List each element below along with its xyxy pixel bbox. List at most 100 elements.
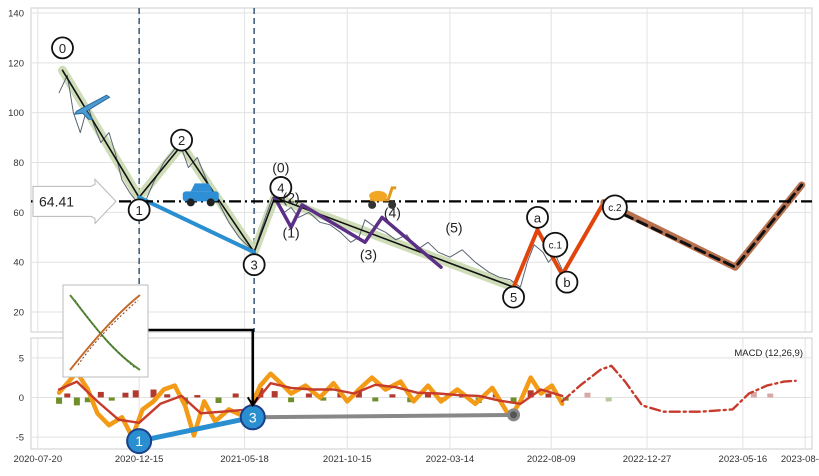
- scooter-seat: [369, 190, 388, 201]
- car-wheel: [186, 198, 195, 207]
- price-y-tick-label: 100: [8, 108, 24, 119]
- wave-label: 5: [510, 290, 517, 305]
- x-tick-label: 2020-12-15: [115, 454, 164, 465]
- histogram-bar: [194, 395, 201, 398]
- histogram-bar: [232, 393, 239, 398]
- indicator-point-circle: [126, 428, 153, 455]
- wave-label: (4): [384, 204, 401, 220]
- histogram-bar: [122, 392, 129, 398]
- wave-label: a: [534, 210, 542, 225]
- wave-label-circle: [601, 194, 628, 221]
- x-tick-label: 2022-08-09: [527, 454, 576, 465]
- wave-label: (0): [272, 160, 289, 176]
- price-y-tick-label: 80: [13, 158, 24, 169]
- price-panel-frame: [30, 7, 813, 333]
- price-level-label: 64.41: [39, 193, 74, 209]
- price-level-arrow-tag: [32, 178, 117, 225]
- histogram-bar: [257, 387, 264, 398]
- histogram-bar: [605, 397, 612, 402]
- wave-label-circle: [170, 128, 193, 152]
- wave-label: c.1: [549, 240, 563, 251]
- indicator-series-projection: [561, 364, 797, 413]
- histogram-bar: [750, 391, 757, 398]
- histogram-bar: [372, 397, 379, 402]
- wave-label: (1): [283, 224, 300, 240]
- scooter-wheel: [368, 200, 377, 209]
- price-y-tick-label: 140: [8, 8, 24, 19]
- car-wheel: [206, 198, 215, 207]
- indicator-series-signal: [57, 380, 564, 424]
- wave-label-circle: [555, 270, 579, 294]
- wave-label: b: [563, 275, 570, 290]
- x-tick-label: 2023-08-15: [781, 454, 819, 465]
- indicator-y-tick-label: 0: [19, 393, 24, 404]
- indicator-title: MACD (12,26,9): [734, 348, 803, 359]
- histogram-bar: [164, 394, 171, 398]
- wave-label-circle: [51, 36, 74, 60]
- histogram-bar: [84, 397, 91, 403]
- indicator-series-divergence-line-secondary: [250, 412, 516, 420]
- wave-label: (2): [283, 189, 300, 205]
- wave-label: 2: [178, 133, 185, 148]
- wave-label-circle: [242, 253, 266, 277]
- inset-curve: [74, 299, 136, 369]
- indicator-point-label: 1: [135, 433, 143, 449]
- wave-label: 1: [136, 203, 143, 218]
- indicator-point-label: 3: [249, 409, 257, 425]
- x-tick-label: 2022-03-14: [426, 454, 475, 465]
- x-tick-label: 2020-07-20: [14, 454, 63, 465]
- x-tick-label: 2022-12-27: [623, 454, 672, 465]
- histogram-bar: [56, 397, 63, 404]
- price-y-tick-label: 120: [8, 58, 24, 69]
- histogram-bar: [150, 389, 157, 398]
- price-series-divergence-line: [137, 195, 257, 255]
- wave-label: 3: [251, 258, 258, 273]
- histogram-bar: [425, 393, 432, 398]
- indicator-series-divergence-line: [136, 414, 256, 444]
- wave-label-circle: [127, 198, 151, 222]
- x-tick-label: 2021-05-18: [220, 454, 269, 465]
- histogram-bar: [132, 390, 139, 398]
- car-roof: [190, 183, 213, 192]
- wave-label: c.2: [608, 203, 622, 214]
- inset-curve: [69, 294, 141, 371]
- histogram-bar: [64, 393, 71, 398]
- histogram-bar: [288, 397, 295, 403]
- connector-arrowhead: [246, 396, 259, 408]
- divergence-endpoint: [507, 408, 521, 422]
- airplane-icon: [73, 94, 111, 120]
- airplane-body: [73, 94, 111, 120]
- indicator-y-tick-label: -5: [16, 433, 24, 444]
- histogram-bar: [215, 397, 222, 404]
- wave-label: (5): [445, 219, 462, 235]
- price-y-tick-label: 20: [13, 308, 24, 319]
- histogram-bar: [545, 393, 552, 398]
- price-y-tick-label: 60: [13, 208, 24, 219]
- histogram-bar: [97, 391, 104, 398]
- scooter-icon: [368, 186, 397, 209]
- histogram-bar: [271, 391, 278, 398]
- histogram-bar: [73, 397, 80, 406]
- wave-label: 4: [277, 180, 284, 195]
- histogram-bar: [767, 393, 774, 398]
- histogram-bar: [510, 397, 517, 403]
- wave-label-circle: [502, 285, 525, 309]
- price-series-sub-wave: [272, 195, 443, 269]
- price-series-projection-dashed: [607, 183, 804, 269]
- inset-curve: [77, 299, 139, 366]
- wave-label: 0: [59, 41, 66, 56]
- x-tick-label: 2023-05-16: [719, 454, 768, 465]
- histogram-bar: [389, 394, 396, 398]
- connector-line: [148, 328, 255, 406]
- histogram-bar: [108, 397, 115, 401]
- wave-label: (3): [360, 247, 377, 263]
- histogram-bar: [320, 397, 327, 401]
- wave-label-circle: [542, 231, 569, 258]
- x-tick-label: 2021-10-15: [323, 454, 372, 465]
- histogram-bar: [584, 392, 591, 398]
- histogram-bar: [305, 393, 312, 398]
- wave-label-circle: [269, 176, 293, 199]
- car-icon: [182, 183, 219, 207]
